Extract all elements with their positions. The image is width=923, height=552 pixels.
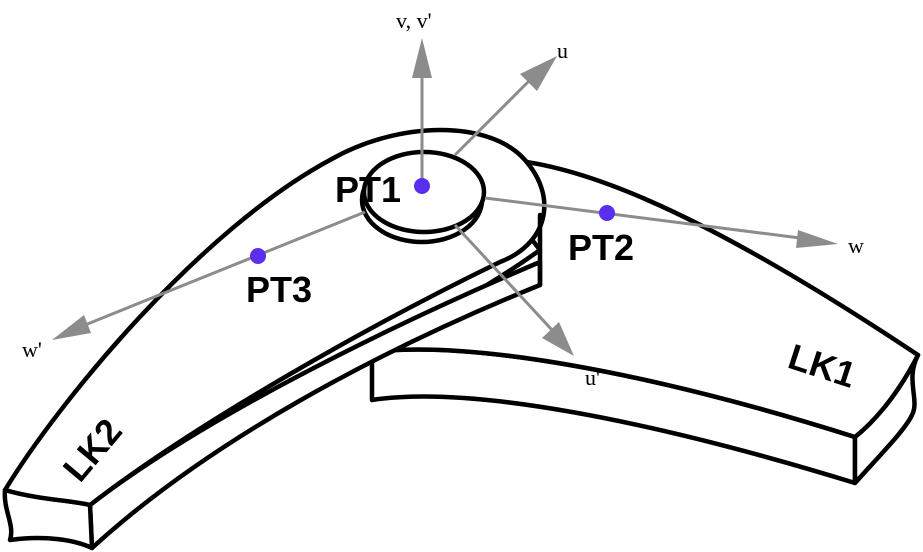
w-axis-label: w [848,233,864,258]
w-prime-axis-label: w' [22,337,42,362]
u-prime-axis-label: u' [585,365,600,390]
w-axis-line [484,196,801,240]
u-prime-axis-arrowhead [542,322,574,356]
u-axis-line [453,78,532,157]
pt2-label: PT2 [568,227,634,268]
u-prime-axis-line [453,223,554,332]
v-axis-label: v, v' [396,8,432,33]
u-axis-label: u [557,38,568,63]
pt1-dot [414,178,430,194]
pt2-dot [599,205,615,221]
v-axis-arrowhead [412,38,432,78]
w-prime-axis-line [84,210,366,327]
u-axis-arrowhead [520,56,557,91]
w-prime-axis-arrowhead [52,315,91,340]
axes [52,38,838,356]
w-axis-arrowhead [796,230,838,248]
pt1-label: PT1 [335,169,401,210]
pt3-dot [250,248,266,264]
pt3-label: PT3 [246,269,312,310]
